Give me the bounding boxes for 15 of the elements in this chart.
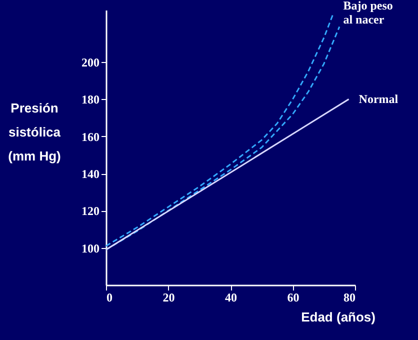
- x-axis-title: Edad (años): [301, 310, 376, 324]
- y-axis-title: Presión sistólica (mm Hg): [8, 100, 62, 164]
- y-tick-label: 100: [82, 241, 100, 256]
- x-tick-label: 20: [162, 290, 175, 304]
- x-tick-label: 0: [106, 290, 112, 304]
- x-tick-label: 80: [344, 290, 356, 304]
- y-tick-label: 200: [82, 56, 100, 70]
- x-tick-label: 40: [225, 290, 237, 304]
- series-label: Bajo peso al nacer: [343, 0, 393, 27]
- x-tick-label: 60: [287, 290, 300, 304]
- y-tick-label: 120: [82, 204, 100, 218]
- y-tick-label: 160: [82, 130, 100, 144]
- y-tick-label: 140: [82, 167, 100, 182]
- y-tick-label: 180: [82, 92, 100, 107]
- series-label: Normal: [358, 92, 399, 106]
